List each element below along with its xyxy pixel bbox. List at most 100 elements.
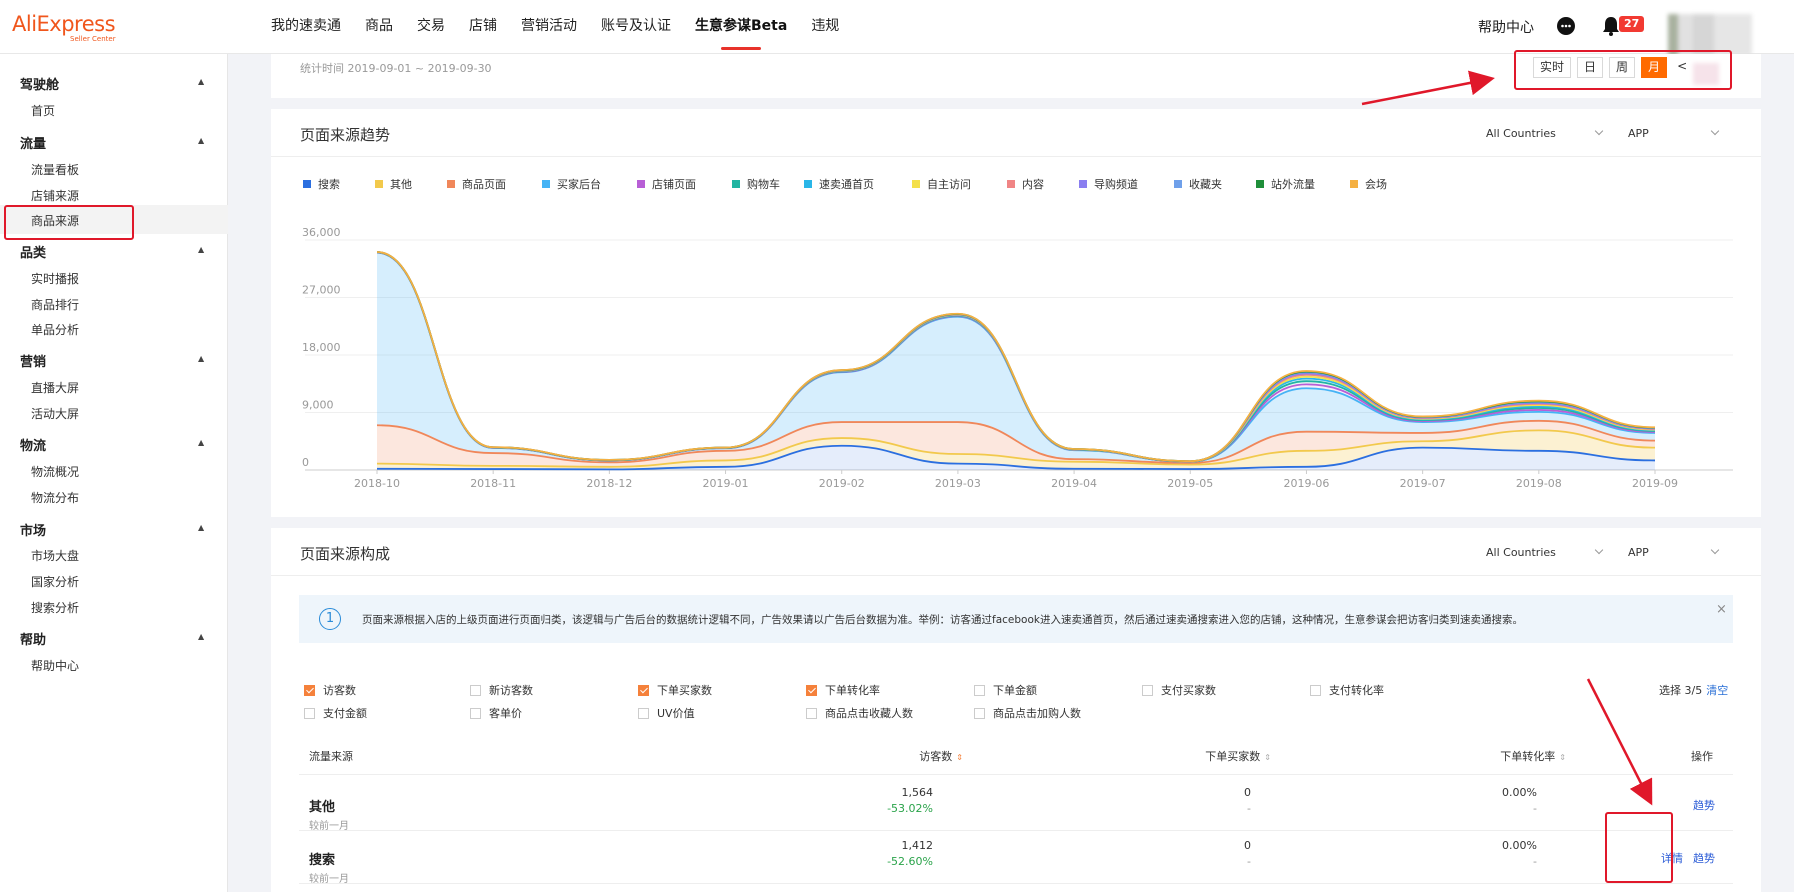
metric-checkbox[interactable]: 商品点击收藏人数 bbox=[806, 705, 913, 721]
sidebar-group[interactable]: 营销 bbox=[20, 355, 47, 370]
caret-up-icon[interactable]: ▲ bbox=[198, 77, 205, 86]
sidebar-item[interactable]: 单品分析 bbox=[31, 323, 80, 337]
time-button[interactable]: 周 bbox=[1609, 57, 1636, 78]
checkbox-box[interactable] bbox=[638, 707, 649, 719]
sidebar-item[interactable]: 商品来源 bbox=[31, 214, 80, 228]
metric-checkbox[interactable]: 访客数 bbox=[304, 682, 356, 698]
sidebar-item[interactable]: 流量看板 bbox=[31, 163, 80, 177]
caret-up-icon[interactable]: ▲ bbox=[198, 354, 205, 363]
sidebar-item[interactable]: 搜索分析 bbox=[31, 601, 80, 615]
series-line[interactable] bbox=[376, 429, 1656, 468]
col-header-visitors[interactable]: 访客数 ⇕ bbox=[823, 748, 963, 764]
sidebar-item[interactable]: 物流分布 bbox=[31, 491, 80, 505]
legend-item[interactable]: 搜索 bbox=[303, 176, 375, 192]
nav-item[interactable]: 违规 bbox=[811, 18, 840, 34]
caret-up-icon[interactable]: ▲ bbox=[198, 245, 205, 254]
series-line[interactable] bbox=[376, 444, 1656, 471]
nav-item[interactable]: 营销活动 bbox=[521, 18, 577, 34]
legend-item[interactable]: 购物车 bbox=[732, 176, 804, 192]
sidebar-group[interactable]: 物流 bbox=[20, 439, 47, 454]
checkbox-box[interactable] bbox=[806, 684, 817, 696]
sidebar-item[interactable]: 商品排行 bbox=[31, 298, 80, 312]
checkbox-box[interactable] bbox=[470, 707, 481, 719]
metric-checkbox[interactable]: 新访客数 bbox=[470, 682, 533, 698]
sidebar-item[interactable]: 市场大盘 bbox=[31, 549, 80, 563]
bell-icon[interactable] bbox=[1601, 15, 1621, 37]
chat-bubble-icon[interactable] bbox=[1556, 16, 1576, 36]
legend-item[interactable]: 自主访问 bbox=[912, 176, 1007, 192]
sort-icon[interactable]: ⇕ bbox=[1264, 753, 1271, 762]
nav-item[interactable]: 我的速卖通 bbox=[271, 18, 341, 34]
sidebar-item[interactable]: 直播大屏 bbox=[31, 381, 80, 395]
metric-checkbox[interactable]: 客单价 bbox=[470, 705, 522, 721]
metric-checkbox[interactable]: 支付转化率 bbox=[1310, 682, 1384, 698]
sort-icon[interactable]: ⇕ bbox=[956, 753, 963, 762]
nav-item[interactable]: 交易 bbox=[417, 18, 445, 34]
series-line[interactable] bbox=[376, 251, 1656, 463]
sidebar-item[interactable]: 国家分析 bbox=[31, 575, 80, 589]
metric-checkbox[interactable]: 下单转化率 bbox=[806, 682, 880, 698]
checkbox-box[interactable] bbox=[1142, 684, 1153, 696]
col-header-rate[interactable]: 下单转化率 ⇕ bbox=[1426, 748, 1566, 764]
sidebar-item[interactable]: 实时播报 bbox=[31, 272, 80, 286]
legend-item[interactable]: 导购频道 bbox=[1079, 176, 1174, 192]
checkbox-box[interactable] bbox=[1310, 684, 1321, 696]
checkbox-box[interactable] bbox=[470, 684, 481, 696]
metric-checkbox[interactable]: UV价值 bbox=[638, 705, 695, 721]
legend-item[interactable]: 速卖通首页 bbox=[804, 176, 912, 192]
avatar[interactable] bbox=[1668, 14, 1752, 56]
time-button[interactable]: 日 bbox=[1577, 57, 1604, 78]
country-select[interactable]: All Countries bbox=[1486, 127, 1556, 140]
legend-item[interactable]: 店铺页面 bbox=[637, 176, 732, 192]
nav-item[interactable]: 生意参谋Beta bbox=[695, 0, 787, 54]
metric-checkbox[interactable]: 支付买家数 bbox=[1142, 682, 1216, 698]
prev-arrow-icon[interactable]: < bbox=[1673, 57, 1692, 78]
legend-item[interactable]: 买家后台 bbox=[542, 176, 637, 192]
sort-icon[interactable]: ⇕ bbox=[1559, 753, 1566, 762]
sidebar-group[interactable]: 市场 bbox=[20, 524, 47, 539]
legend-item[interactable]: 会场 bbox=[1350, 176, 1430, 192]
checkbox-box[interactable] bbox=[304, 684, 315, 696]
sidebar-group[interactable]: 驾驶舱 bbox=[20, 78, 60, 93]
caret-up-icon[interactable]: ▲ bbox=[198, 136, 205, 145]
checkbox-box[interactable] bbox=[806, 707, 817, 719]
caret-up-icon[interactable]: ▲ bbox=[198, 632, 205, 641]
nav-item[interactable]: 账号及认证 bbox=[601, 18, 671, 34]
metric-checkbox[interactable]: 商品点击加购人数 bbox=[974, 705, 1081, 721]
sidebar-group[interactable]: 流量 bbox=[20, 137, 47, 152]
checkbox-box[interactable] bbox=[974, 684, 985, 696]
metric-checkbox[interactable]: 下单金额 bbox=[974, 682, 1037, 698]
country-select[interactable]: All Countries bbox=[1486, 546, 1556, 559]
caret-up-icon[interactable]: ▲ bbox=[198, 438, 205, 447]
trend-link[interactable]: 趋势 bbox=[1693, 799, 1715, 812]
legend-item[interactable]: 商品页面 bbox=[447, 176, 542, 192]
trend-link[interactable]: 趋势 bbox=[1693, 852, 1715, 865]
sidebar-item[interactable]: 活动大屏 bbox=[31, 407, 80, 421]
clear-link[interactable]: 清空 bbox=[1706, 684, 1729, 697]
metric-checkbox[interactable]: 下单买家数 bbox=[638, 682, 712, 698]
series-line[interactable] bbox=[376, 419, 1656, 464]
caret-up-icon[interactable]: ▲ bbox=[198, 523, 205, 532]
sidebar-item[interactable]: 物流概况 bbox=[31, 465, 80, 479]
sidebar-group[interactable]: 帮助 bbox=[20, 633, 47, 648]
time-button[interactable]: 实时 bbox=[1533, 57, 1572, 78]
checkbox-box[interactable] bbox=[304, 707, 315, 719]
metric-checkbox[interactable]: 支付金额 bbox=[304, 705, 367, 721]
help-center-link[interactable]: 帮助中心 bbox=[1478, 20, 1534, 36]
sidebar-item[interactable]: 店铺来源 bbox=[31, 189, 80, 203]
platform-select[interactable]: APP bbox=[1628, 546, 1649, 559]
legend-item[interactable]: 其他 bbox=[375, 176, 447, 192]
platform-select[interactable]: APP bbox=[1628, 127, 1649, 140]
sidebar-group[interactable]: 品类 bbox=[20, 246, 47, 261]
checkbox-box[interactable] bbox=[638, 684, 649, 696]
time-button[interactable]: 月 bbox=[1641, 57, 1668, 78]
legend-item[interactable]: 站外流量 bbox=[1256, 176, 1350, 192]
sidebar-item[interactable]: 帮助中心 bbox=[31, 659, 80, 673]
legend-item[interactable]: 内容 bbox=[1007, 176, 1079, 192]
legend-item[interactable]: 收藏夹 bbox=[1174, 176, 1256, 192]
aliexpress-logo[interactable]: AliExpress Seller Center bbox=[12, 12, 116, 43]
col-header-buyers[interactable]: 下单买家数 ⇕ bbox=[1131, 748, 1271, 764]
nav-item[interactable]: 店铺 bbox=[469, 18, 497, 34]
sidebar-item[interactable]: 首页 bbox=[31, 104, 56, 118]
checkbox-box[interactable] bbox=[974, 707, 985, 719]
